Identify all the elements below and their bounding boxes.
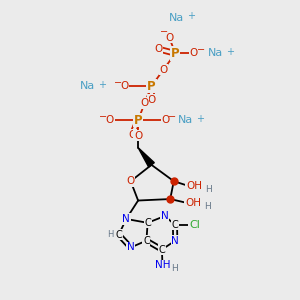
Text: O: O [128, 130, 136, 140]
Text: NH: NH [155, 260, 170, 270]
Text: +: + [98, 80, 106, 90]
Text: O: O [127, 176, 135, 186]
Text: Na: Na [208, 48, 223, 59]
Text: −: − [197, 45, 205, 55]
Text: C: C [172, 220, 178, 230]
Text: O: O [154, 44, 162, 54]
Text: −: − [99, 112, 107, 122]
Text: P: P [171, 47, 180, 60]
Text: C: C [158, 244, 165, 255]
Text: O: O [121, 81, 129, 91]
Text: Na: Na [178, 115, 193, 125]
Text: OH: OH [186, 181, 202, 191]
Text: N: N [122, 214, 130, 224]
Text: C: C [143, 236, 150, 246]
Text: O: O [140, 98, 149, 108]
Text: H: H [107, 230, 114, 239]
Text: −: − [160, 27, 168, 37]
Text: O: O [159, 65, 167, 75]
Text: N: N [171, 236, 179, 246]
Text: Cl: Cl [189, 220, 200, 230]
Text: O: O [147, 95, 156, 105]
Text: O: O [162, 115, 170, 125]
Text: O: O [134, 131, 142, 141]
Text: C: C [144, 218, 151, 228]
Text: Na: Na [80, 81, 95, 91]
Text: −: − [113, 77, 122, 88]
Text: +: + [196, 114, 204, 124]
Text: H: H [205, 185, 211, 194]
Text: H: H [171, 264, 178, 273]
Text: Na: Na [169, 13, 184, 23]
Text: P: P [134, 114, 142, 127]
Text: N: N [127, 242, 135, 253]
Text: +: + [226, 47, 234, 57]
Text: OH: OH [185, 199, 201, 208]
Text: +: + [187, 11, 195, 21]
Text: −: − [168, 112, 176, 122]
Text: O: O [106, 115, 114, 125]
Text: C: C [116, 230, 122, 240]
Text: H: H [204, 202, 211, 211]
Polygon shape [138, 148, 154, 167]
Text: O: O [165, 33, 173, 43]
Text: O: O [190, 48, 198, 59]
Text: P: P [147, 80, 156, 93]
Text: N: N [161, 211, 169, 221]
